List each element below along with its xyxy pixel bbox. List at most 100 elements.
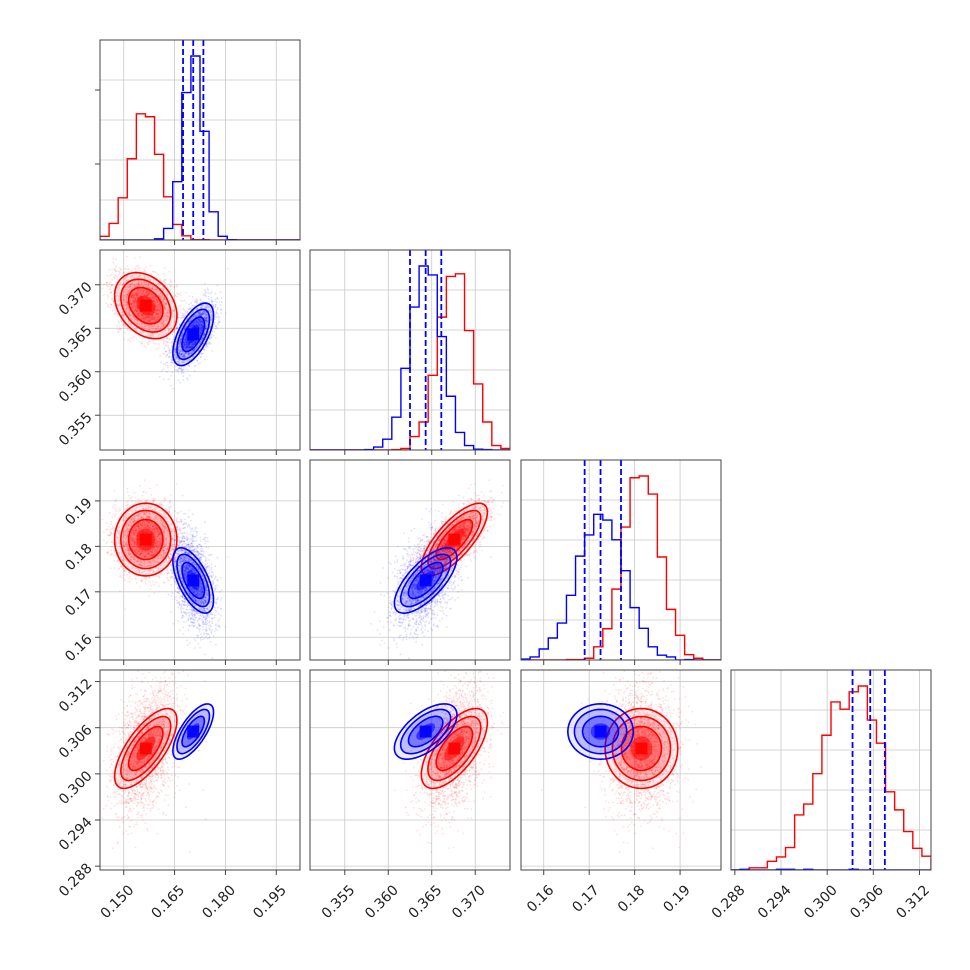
scatter-point (182, 314, 185, 316)
scatter-point (165, 314, 168, 317)
scatter-point (200, 313, 202, 315)
scatter-point (117, 289, 120, 291)
scatter-point (151, 319, 153, 322)
scatter-point (139, 311, 141, 314)
scatter-point (114, 507, 117, 509)
scatter-point (120, 268, 122, 271)
scatter-point (155, 313, 158, 315)
scatter-point (155, 328, 158, 331)
scatter-point (133, 284, 136, 287)
scatter-point (194, 301, 196, 304)
scatter-point (163, 275, 166, 277)
scatter-point (133, 306, 135, 308)
scatter-point (181, 361, 184, 364)
scatter-point (143, 289, 146, 292)
scatter-point (213, 331, 216, 333)
scatter-point (134, 269, 137, 271)
scatter-point (193, 349, 196, 352)
scatter-point (147, 284, 150, 287)
scatter-point (123, 313, 125, 316)
scatter-point (142, 291, 145, 293)
scatter-point (114, 513, 117, 516)
scatter-point (196, 321, 199, 324)
scatter-point (121, 311, 124, 313)
scatter-point (125, 311, 128, 314)
scatter-point (137, 320, 140, 322)
scatter-point (189, 345, 192, 348)
scatter-point (185, 368, 187, 371)
scatter-point (137, 264, 140, 267)
scatter-point (136, 322, 139, 325)
scatter-point (142, 316, 145, 319)
scatter-point (174, 330, 176, 332)
scatter-point (142, 289, 144, 292)
scatter-point (147, 329, 150, 331)
scatter-point (194, 340, 197, 342)
scatter-point (140, 314, 143, 317)
scatter-point (195, 340, 198, 343)
scatter-point (178, 323, 181, 326)
scatter-point (158, 333, 161, 336)
scatter-point (116, 289, 118, 292)
scatter-point (131, 300, 134, 302)
scatter-point (151, 316, 153, 319)
scatter-point (195, 341, 198, 343)
scatter-point (204, 327, 207, 329)
scatter-point (150, 325, 152, 328)
scatter-point (158, 308, 161, 311)
scatter-point (111, 279, 113, 281)
scatter-point (192, 343, 195, 345)
scatter-point (131, 296, 133, 299)
scatter-point (184, 310, 186, 312)
scatter-point (123, 271, 125, 274)
scatter-point (154, 311, 157, 314)
scatter-point (138, 276, 141, 278)
scatter-point (143, 323, 146, 325)
scatter-point (142, 293, 144, 295)
scatter-point (135, 282, 137, 285)
scatter-point (165, 303, 167, 306)
scatter-point (162, 321, 165, 324)
scatter-point (150, 315, 153, 318)
scatter-point (140, 283, 143, 286)
scatter-point (163, 306, 165, 309)
scatter-point (143, 269, 146, 272)
scatter-point (147, 295, 150, 297)
scatter-point (194, 341, 196, 344)
scatter-point (133, 303, 135, 306)
scatter-point (170, 328, 173, 331)
scatter-point (203, 348, 205, 351)
scatter-point (186, 347, 189, 349)
scatter-point (148, 328, 151, 331)
scatter-point (188, 509, 190, 512)
scatter-point (180, 338, 183, 340)
scatter-point (192, 324, 195, 327)
scatter-point (133, 284, 136, 287)
scatter-point (128, 290, 131, 293)
scatter-point (176, 325, 179, 328)
scatter-point (180, 369, 182, 372)
scatter-point (157, 323, 160, 326)
scatter-point (127, 268, 129, 271)
scatter-point (121, 314, 124, 317)
scatter-point (127, 308, 129, 310)
scatter-point (181, 353, 183, 356)
scatter-point (128, 311, 131, 314)
scatter-point (218, 301, 221, 303)
scatter-point (155, 312, 158, 315)
scatter-point (149, 319, 151, 322)
scatter-point (178, 359, 181, 362)
scatter-point (186, 345, 189, 348)
scatter-point (134, 318, 136, 320)
scatter-point (164, 344, 167, 347)
scatter-point (197, 319, 200, 321)
scatter-point (154, 308, 157, 311)
scatter-point (163, 323, 165, 326)
scatter-point (182, 360, 184, 363)
scatter-point (125, 276, 128, 278)
scatter-point (133, 295, 136, 297)
scatter-point (147, 276, 150, 279)
scatter-point (124, 326, 127, 328)
scatter-point (183, 341, 186, 344)
scatter-point (200, 329, 203, 332)
